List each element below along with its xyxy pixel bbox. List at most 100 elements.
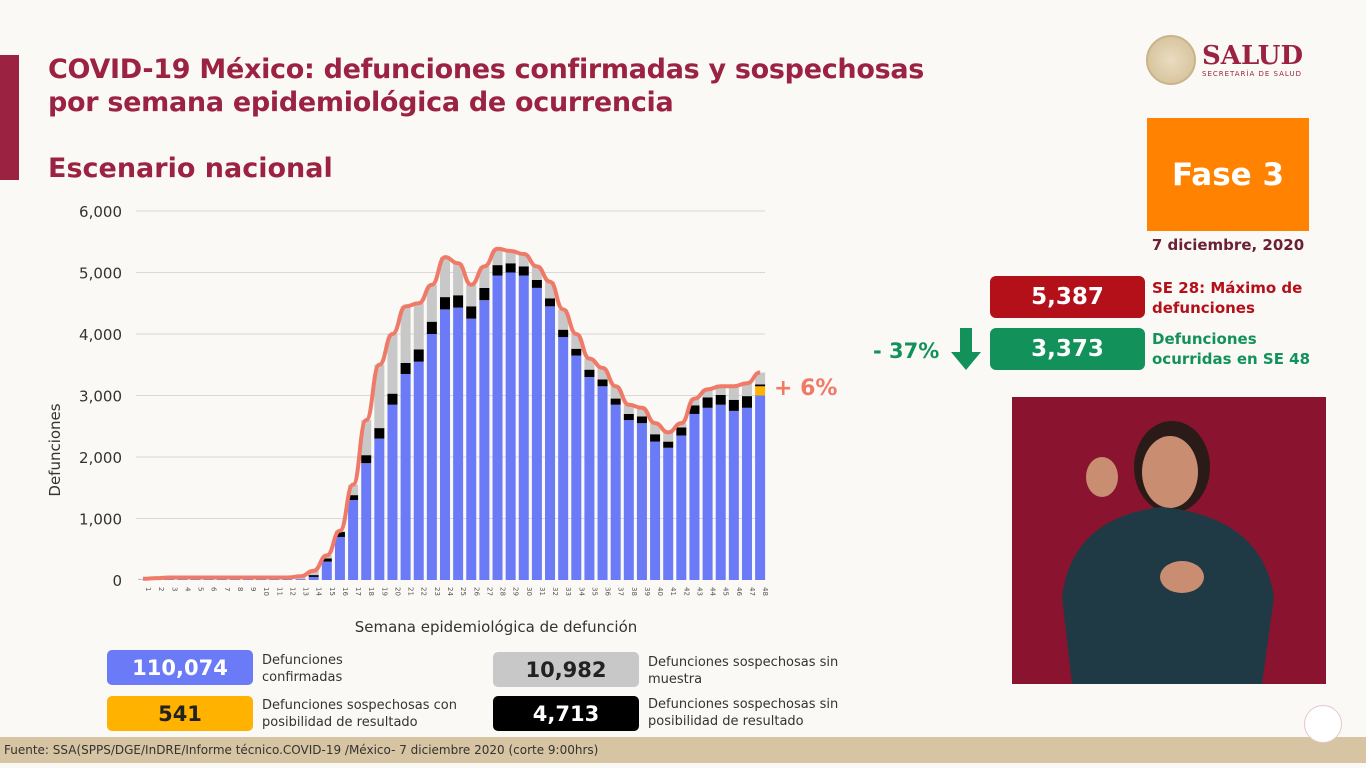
x-tick-label: 26 (472, 587, 480, 596)
bar-segment-confirmed (728, 410, 739, 580)
x-tick-label: 27 (485, 587, 493, 596)
arrow-down-icon (951, 328, 981, 370)
bar-segment-no-result (308, 575, 319, 577)
bar-segment-no-result (715, 394, 726, 405)
x-tick-label: 31 (538, 587, 546, 596)
report-date: 7 diciembre, 2020 (1151, 236, 1305, 254)
bar-segment-no-result (584, 369, 595, 378)
x-tick-label: 10 (262, 587, 270, 596)
bar-segment-no-sample (702, 389, 713, 398)
bar-segment-no-sample (597, 367, 608, 380)
x-tick-label: 37 (617, 587, 625, 596)
x-tick-label: 5 (197, 587, 205, 591)
x-tick-label: 14 (315, 587, 323, 596)
max-deaths-label: SE 28: Máximo de defunciones (1152, 279, 1303, 317)
deaths-chart: Defunciones Semana epidemiológica de def… (46, 203, 769, 636)
bar-segment-no-result (334, 532, 345, 537)
bar-segment-confirmed (610, 404, 621, 580)
y-tick-label: 0 (112, 572, 122, 590)
bar-segment-confirmed (597, 386, 608, 580)
bar-segment-confirmed (689, 413, 700, 580)
bar-segment-no-sample (492, 248, 503, 266)
bar-segment-no-result (387, 393, 398, 405)
bar-segment-no-sample (400, 306, 411, 363)
x-tick-label: 43 (695, 587, 703, 596)
bar-segment-no-result (545, 298, 556, 307)
bar-segment-no-result (531, 279, 542, 288)
bar-segment-no-sample (755, 372, 766, 385)
bar-segment-no-sample (348, 484, 359, 496)
bar-segment-no-result (676, 427, 687, 436)
current-deaths-label: Defunciones ocurridas en SE 48 (1152, 330, 1311, 368)
gobierno-mexico-logo (1304, 705, 1342, 743)
bar-segment-confirmed (518, 275, 529, 580)
bar-segment-no-result (689, 405, 700, 414)
bar-segment-confirmed (505, 272, 516, 580)
legend-possible-result-value: 541 (107, 696, 253, 731)
interpreter-figure (1062, 421, 1274, 684)
bar-segment-no-result (321, 558, 332, 562)
bar-segment-no-sample (374, 364, 385, 429)
bar-segment-no-sample (610, 386, 621, 399)
bar-segment-no-sample (741, 383, 752, 397)
x-tick-label: 12 (288, 587, 296, 596)
bar-segment-no-sample (545, 281, 556, 299)
legend-confirmed-label: Defunciones confirmadas (262, 653, 343, 685)
x-tick-label: 4 (183, 587, 191, 592)
x-tick-label: 35 (590, 587, 598, 596)
bar-segment-no-result (558, 329, 569, 338)
bar-segment-no-result (361, 455, 372, 464)
x-tick-label: 11 (275, 587, 283, 596)
bar-segment-no-sample (650, 423, 661, 435)
x-tick-label: 33 (564, 587, 572, 596)
bar-segment-confirmed (387, 404, 398, 580)
legend-possible-result-label: Defunciones sospechosas con posibilidad … (262, 698, 457, 730)
bar-segment-confirmed (755, 395, 766, 580)
x-tick-label: 39 (643, 587, 651, 596)
legend-no-sample-value: 10,982 (493, 652, 639, 687)
max-deaths-value: 5,387 (990, 276, 1145, 318)
x-tick-label: 17 (354, 587, 362, 596)
bar-segment-confirmed (479, 300, 490, 580)
bar-segment-no-sample (413, 303, 424, 350)
x-tick-label: 2 (157, 587, 165, 591)
x-tick-label: 40 (656, 587, 664, 596)
bar-segment-no-sample (361, 420, 372, 456)
x-tick-label: 41 (669, 587, 677, 596)
bar-segment-confirmed (439, 309, 450, 580)
x-tick-label: 15 (328, 587, 336, 596)
bar-segment-confirmed (374, 438, 385, 580)
bar-segment-confirmed (334, 536, 345, 580)
bar-segment-confirmed (676, 435, 687, 580)
bar-segment-no-sample (558, 309, 569, 330)
bar-segment-confirmed (413, 361, 424, 580)
bar-segment-no-result (453, 295, 464, 308)
logo-sub: SECRETARÍA DE SALUD (1202, 70, 1302, 78)
bar-segment-no-result (479, 287, 490, 301)
bar-segment-no-sample (531, 266, 542, 280)
bar-segment-no-sample (308, 570, 319, 576)
bar-segment-no-result (755, 384, 766, 387)
x-tick-label: 23 (433, 587, 441, 596)
bar-segment-no-sample (479, 266, 490, 288)
x-tick-label: 36 (604, 587, 612, 596)
bar-segment-confirmed (426, 334, 437, 580)
bar-segment-confirmed (584, 377, 595, 580)
bar-segment-confirmed (571, 355, 582, 580)
x-tick-label: 22 (420, 587, 428, 596)
bar-segment-confirmed (282, 579, 293, 580)
source-footer: Fuente: SSA(SPPS/DGE/InDRE/Informe técni… (0, 737, 1366, 763)
bar-segment-confirmed (348, 500, 359, 580)
logo-name: SALUD (1202, 41, 1304, 71)
y-tick-label: 5,000 (79, 265, 122, 283)
bar-segment-no-sample (584, 358, 595, 370)
seal-icon (1146, 35, 1196, 85)
x-tick-label: 1 (144, 587, 152, 591)
sign-language-interpreter-video (1012, 397, 1326, 684)
y-tick-label: 4,000 (79, 326, 122, 344)
legend-no-result-value: 4,713 (493, 696, 639, 731)
bar-segment-no-result (374, 428, 385, 439)
bar-segment-confirmed (321, 561, 332, 580)
recent-change: + 6% (774, 376, 838, 401)
bar-segment-confirmed (715, 404, 726, 580)
